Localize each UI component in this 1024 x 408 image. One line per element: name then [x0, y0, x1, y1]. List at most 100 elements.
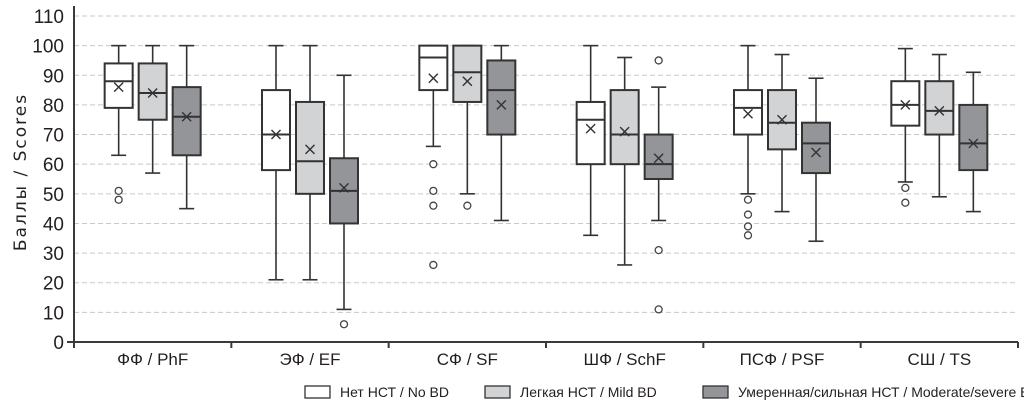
outlier-point: [743, 222, 753, 231]
outlier-point: [901, 198, 910, 207]
y-tick-label: 30: [43, 244, 64, 265]
mean-marker: [811, 147, 821, 158]
y-tick-label: 0: [53, 333, 64, 354]
legend-swatch: [484, 385, 511, 399]
legend: Нет НСТ / No BD Легкая НСТ / Mild BD Умере…: [304, 384, 1024, 400]
box-group: [733, 44, 763, 240]
y-tick-label: 10: [43, 303, 64, 324]
y-tick-label: 50: [43, 185, 64, 206]
y-tick-label: 90: [43, 66, 64, 87]
mean-marker: [934, 105, 945, 116]
box-group: [486, 44, 517, 222]
mean-marker: [653, 153, 664, 164]
outlier-point: [654, 305, 663, 314]
box-group: [801, 77, 831, 243]
iqr-box: [609, 89, 640, 166]
iqr-box: [452, 44, 483, 103]
box-group: [418, 44, 449, 270]
gridlines: [74, 15, 1018, 313]
box-group: [261, 44, 291, 281]
legend-item: Легкая НСТ / Mild BD: [484, 384, 657, 400]
iqr-box: [890, 80, 921, 127]
iqr-box: [261, 89, 291, 172]
x-category-label: СШ / TS: [907, 350, 971, 369]
x-category-label: ПСФ / PSF: [740, 350, 825, 369]
y-axis-label: Баллы / Scores: [11, 93, 31, 251]
outlier-point: [429, 201, 438, 210]
y-tick-label: 40: [43, 214, 64, 235]
mean-marker: [585, 123, 596, 134]
box-group: [890, 47, 921, 207]
iqr-box: [924, 80, 955, 136]
box-group: [609, 56, 640, 266]
box-group: [958, 71, 989, 213]
legend-item: Нет НСТ / No BD: [304, 384, 449, 400]
outlier-point: [743, 210, 753, 219]
mean-marker: [339, 182, 349, 193]
box-group: [767, 53, 797, 213]
y-axis-ticks: 0 10 20 30 40 50 60 70 80 90 100 110: [32, 7, 64, 354]
iqr-box: [418, 44, 449, 92]
outlier-point: [339, 320, 349, 329]
legend-label: Легкая НСТ / Mild BD: [520, 384, 657, 400]
y-tick-label: 60: [43, 155, 64, 176]
mean-marker: [428, 73, 439, 84]
x-axis-categories: ФФ / PhF ЭФ / EF СФ / SF ШФ / SchF ПСФ / PSF…: [117, 342, 1019, 369]
mean-marker: [113, 82, 124, 93]
mean-marker: [900, 99, 911, 110]
outlier-point: [654, 245, 663, 255]
axes: [67, 6, 1018, 348]
mean-marker: [181, 111, 192, 122]
legend-item: Умеренная/сильная НСТ / Moderate/severe …: [702, 384, 1024, 400]
iqr-box: [103, 62, 134, 109]
x-category-label: ШФ / SchF: [583, 350, 665, 369]
iqr-box: [171, 86, 202, 157]
outlier-point: [429, 186, 438, 196]
iqr-box: [137, 62, 168, 121]
y-tick-label: 70: [43, 126, 64, 147]
legend-label: Нет НСТ / No BD: [340, 384, 449, 400]
box-group: [103, 44, 134, 204]
y-tick-label: 80: [43, 96, 64, 117]
mean-marker: [743, 108, 753, 119]
box-group: [643, 56, 674, 314]
outlier-point: [114, 186, 123, 196]
x-category-label: ФФ / PhF: [117, 350, 188, 369]
iqr-box: [733, 89, 763, 136]
outlier-point: [743, 195, 753, 204]
mean-marker: [462, 76, 473, 87]
mean-marker: [305, 144, 315, 155]
iqr-box: [295, 100, 325, 195]
box-group: [137, 44, 168, 174]
y-tick-label: 20: [43, 274, 64, 295]
mean-marker: [619, 126, 630, 137]
mean-marker: [496, 99, 507, 110]
iqr-box: [958, 103, 989, 172]
mean-marker: [147, 88, 158, 99]
y-tick-label: 110: [34, 7, 64, 28]
mean-marker: [271, 129, 281, 140]
box-group: [295, 44, 325, 281]
box-group: [924, 53, 955, 198]
outlier-point: [114, 195, 123, 204]
outlier-point: [429, 260, 438, 270]
box-group: [329, 74, 359, 329]
box-group: [575, 44, 606, 237]
iqr-box: [801, 121, 831, 175]
x-category-label: ЭФ / EF: [279, 350, 340, 369]
y-tick-label: 100: [32, 37, 64, 58]
iqr-box: [486, 59, 517, 136]
outlier-point: [743, 231, 753, 240]
outlier-point: [429, 160, 438, 169]
box-group: [171, 44, 202, 210]
iqr-box: [575, 100, 606, 166]
box-group: [452, 44, 483, 210]
legend-label: Умеренная/сильная НСТ / Moderate/severe …: [738, 384, 1024, 400]
legend-swatch: [304, 385, 331, 399]
mean-marker: [777, 114, 787, 125]
outlier-point: [463, 201, 472, 210]
legend-swatch: [702, 385, 729, 399]
outlier-point: [654, 56, 663, 65]
x-category-label: СФ / SF: [437, 350, 498, 369]
